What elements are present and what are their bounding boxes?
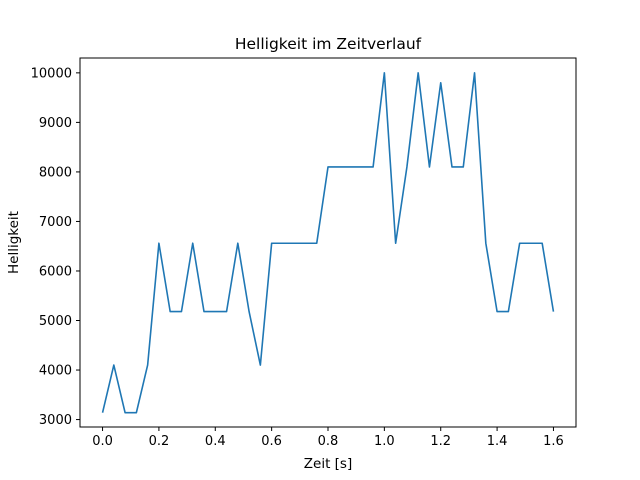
x-axis-ticks: 0.0 0.2 0.4 0.6 0.8 1.0 1.2 1.4 1.6: [92, 427, 564, 449]
x-tick-label: 0.6: [261, 434, 282, 449]
y-tick-label: 4000: [39, 364, 72, 379]
y-tick-label: 5000: [39, 314, 72, 329]
x-tick-label: 1.2: [430, 434, 451, 449]
y-axis-ticks: 3000 4000 5000 6000 7000 8000 9000 10000: [31, 66, 80, 428]
y-tick-label: 9000: [39, 116, 72, 131]
x-tick-label: 0.0: [92, 434, 113, 449]
x-tick-label: 0.4: [205, 434, 226, 449]
y-tick-label: 3000: [39, 413, 72, 428]
plot-background: [80, 58, 576, 427]
chart-title: Helligkeit im Zeitverlauf: [235, 35, 422, 53]
x-axis-label: Zeit [s]: [304, 456, 352, 472]
x-tick-label: 1.4: [487, 434, 508, 449]
y-tick-label: 10000: [31, 66, 72, 81]
y-tick-label: 6000: [39, 264, 72, 279]
x-tick-label: 0.8: [318, 434, 339, 449]
plot-frame: [79, 57, 577, 428]
y-axis-label: Helligkeit: [6, 211, 22, 274]
series-layer: [101, 72, 555, 414]
x-tick-label: 1.0: [374, 434, 395, 449]
y-tick-label: 8000: [39, 165, 72, 180]
x-tick-label: 0.2: [149, 434, 170, 449]
x-tick-label: 1.6: [543, 434, 564, 449]
series-line-1: [101, 72, 555, 414]
y-tick-label: 7000: [39, 215, 72, 230]
